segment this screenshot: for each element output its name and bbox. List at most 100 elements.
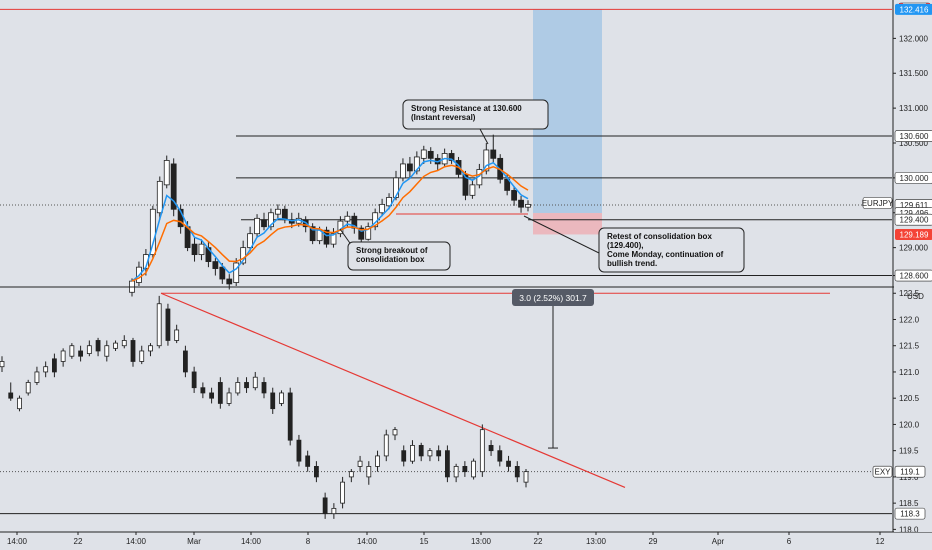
price-tag-bg	[894, 172, 932, 184]
candle-body	[344, 215, 351, 222]
annotation-text: Strong Resistance at 130.600	[411, 104, 522, 113]
eurjpy-price-pane[interactable]: Strong Resistance at 130.600(Instant rev…	[0, 0, 893, 297]
price-tick-label: 118.0	[899, 525, 919, 534]
price-tag-label: 129.496	[900, 209, 929, 218]
price-tag-label: 119.1	[900, 468, 920, 477]
candle-body	[34, 371, 40, 383]
price-tag-label: 118.3	[900, 510, 920, 519]
candle-body	[279, 392, 284, 404]
price-tick-label: 118.5	[899, 499, 919, 508]
candle-body	[296, 439, 302, 462]
candle-body	[392, 429, 398, 436]
eurjpy-candle	[149, 205, 156, 259]
exy-candle	[340, 476, 346, 509]
candle-body	[340, 481, 346, 504]
exy-candle	[209, 387, 215, 404]
price-tag-bg	[894, 465, 926, 478]
candle-body	[444, 450, 450, 478]
candle-body	[436, 450, 442, 457]
annotation-text: bullish trend.	[607, 259, 657, 268]
price-tag-bg	[894, 130, 932, 142]
price-tick-label: 121.5	[899, 342, 920, 351]
exy-candle	[331, 503, 337, 519]
eurjpy-candle	[379, 198, 386, 217]
eurjpy-candle	[309, 223, 316, 245]
candle-body	[235, 382, 241, 394]
price-tag: 118.3	[894, 507, 926, 520]
candle-body	[309, 226, 316, 242]
price-tag: 130.000	[894, 172, 932, 184]
eurjpy-candle	[198, 239, 205, 261]
exy-candle	[191, 366, 197, 393]
price-tag: 119.1	[894, 465, 926, 478]
candle-body	[43, 366, 49, 373]
descending-trendline	[160, 292, 626, 488]
exy-candle	[130, 337, 136, 367]
candle-body	[104, 345, 110, 357]
eurjpy-candle	[400, 158, 406, 182]
exy-candle	[305, 450, 311, 472]
price-tag-label: 128.600	[900, 272, 929, 281]
time-tick-label: 6	[787, 537, 792, 546]
callout-pointer	[479, 128, 489, 145]
exy-candle	[156, 295, 162, 349]
exy-candle	[462, 461, 468, 477]
price-tag-bg	[895, 228, 932, 240]
price-tag-label: 129.400	[900, 216, 929, 225]
candle-body	[86, 345, 92, 354]
eurjpy-candle	[462, 170, 469, 201]
axes-layer: 128.600129.000129.500130.000130.500131.0…	[0, 0, 932, 534]
candle-body	[156, 303, 162, 347]
exy-candle	[25, 379, 31, 396]
measure-label: 3.0 (2.52%) 301.7	[519, 293, 587, 303]
annotation-callout: Strong Resistance at 130.600(Instant rev…	[402, 99, 549, 145]
eurjpy-candle	[156, 176, 163, 220]
exy-candle	[86, 340, 92, 357]
exy-candle	[348, 469, 354, 483]
exy-candle	[479, 424, 485, 477]
eurjpy-candle	[254, 214, 260, 238]
exy-candle	[121, 335, 127, 349]
candle-body	[69, 345, 75, 357]
candle-body	[268, 212, 274, 228]
exy-candle	[375, 450, 380, 472]
price-tag-bg	[894, 269, 932, 282]
candle-body	[427, 150, 434, 159]
candle-body	[261, 382, 267, 394]
price-tag: EURJPY	[862, 197, 894, 209]
exy-candle	[244, 377, 249, 393]
exy-candle	[235, 377, 241, 396]
price-tag-label: 129.611	[900, 201, 929, 210]
candle-body	[518, 199, 524, 208]
candle-body	[121, 340, 127, 347]
eurjpy-candle	[358, 225, 365, 244]
price-tick-label: 121.0	[899, 368, 920, 377]
candle-body	[0, 361, 5, 368]
exy-candle	[217, 377, 223, 409]
candle-body	[504, 178, 511, 191]
candle-body	[139, 350, 145, 362]
eurjpy-candle	[323, 226, 330, 248]
price-tag-bg	[894, 507, 926, 520]
eurjpy-candle	[351, 212, 358, 234]
candle-body	[270, 392, 276, 410]
exy-candle	[52, 353, 57, 378]
exy-candle	[104, 340, 110, 362]
exy-candle	[60, 348, 66, 367]
candle-body	[348, 471, 354, 478]
exy-price-pane[interactable]: 3.0 (2.52%) 301.7	[0, 289, 892, 519]
eurjpy-candle	[525, 200, 531, 212]
exy-candle	[488, 440, 494, 456]
candle-body	[401, 450, 407, 462]
candle-body	[366, 466, 372, 478]
price-tag-label: EXY	[874, 468, 891, 477]
time-tick-label: Apr	[712, 537, 725, 546]
eurjpy-candle	[518, 196, 524, 213]
price-tick-label: 122.0	[899, 315, 920, 324]
candle-body	[148, 345, 153, 352]
candle-body	[8, 392, 14, 399]
candle-body	[386, 197, 392, 207]
price-tick-label: 122.5	[899, 289, 920, 298]
